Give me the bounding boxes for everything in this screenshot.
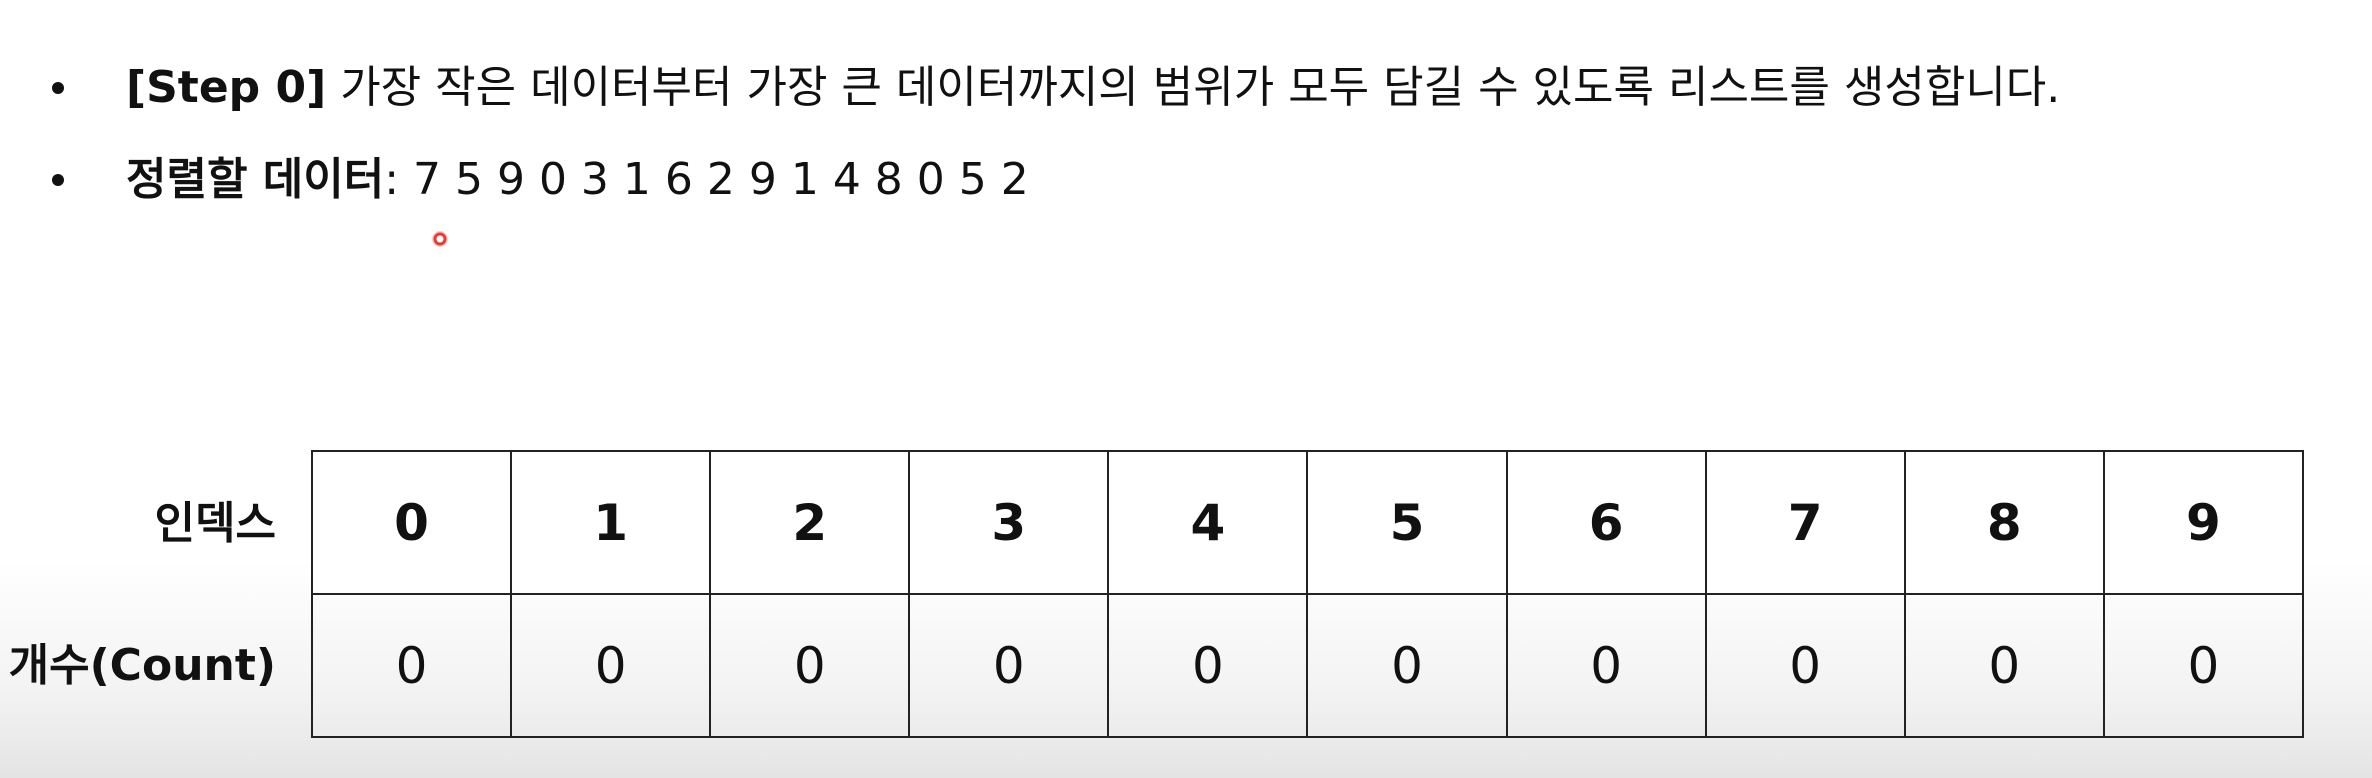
count-cell: 0: [908, 593, 1110, 738]
step-label: [Step 0]: [126, 62, 327, 113]
count-cell: 0: [1306, 593, 1508, 738]
index-cell: 9: [2102, 450, 2305, 595]
index-row: 0 1 2 3 4 5 6 7 8 9: [310, 450, 2305, 595]
count-row-label: 개수(Count): [8, 640, 276, 691]
index-cell: 4: [1107, 450, 1309, 595]
index-cell: 1: [510, 450, 712, 595]
count-cell: 0: [310, 593, 513, 738]
bullet-data: 정렬할 데이터: 7 5 9 0 3 1 6 2 9 1 4 8 0 5 2: [52, 150, 2352, 210]
index-cell: 3: [908, 450, 1110, 595]
count-table: 0 1 2 3 4 5 6 7 8 9 0 0 0 0 0 0 0 0 0 0: [310, 450, 2305, 738]
count-cell: 0: [1505, 593, 1707, 738]
step-description: 가장 작은 데이터부터 가장 큰 데이터까지의 범위가 모두 담길 수 있도록 …: [326, 62, 2061, 113]
pointer-cursor-icon: [432, 231, 448, 247]
index-cell: 5: [1306, 450, 1508, 595]
data-values: : 7 5 9 0 3 1 6 2 9 1 4 8 0 5 2: [384, 154, 1029, 205]
data-label: 정렬할 데이터: [126, 154, 385, 205]
index-cell: 7: [1704, 450, 1906, 595]
count-cell: 0: [510, 593, 712, 738]
bullet-list: [Step 0] 가장 작은 데이터부터 가장 큰 데이터까지의 범위가 모두 …: [52, 58, 2352, 242]
count-row: 0 0 0 0 0 0 0 0 0 0: [310, 593, 2305, 738]
index-cell: 8: [1903, 450, 2105, 595]
index-cell: 0: [310, 450, 513, 595]
index-row-label: 인덱스: [154, 498, 276, 549]
count-cell: 0: [1107, 593, 1309, 738]
index-cell: 2: [709, 450, 911, 595]
bullet-dot-icon: [52, 174, 64, 186]
index-cell: 6: [1505, 450, 1707, 595]
count-cell: 0: [2102, 593, 2305, 738]
bullet-data-text: 정렬할 데이터: 7 5 9 0 3 1 6 2 9 1 4 8 0 5 2: [126, 150, 1029, 210]
count-cell: 0: [709, 593, 911, 738]
bullet-step0: [Step 0] 가장 작은 데이터부터 가장 큰 데이터까지의 범위가 모두 …: [52, 58, 2352, 118]
bullet-step0-text: [Step 0] 가장 작은 데이터부터 가장 큰 데이터까지의 범위가 모두 …: [126, 58, 2060, 118]
count-cell: 0: [1704, 593, 1906, 738]
bullet-dot-icon: [52, 82, 64, 94]
count-cell: 0: [1903, 593, 2105, 738]
